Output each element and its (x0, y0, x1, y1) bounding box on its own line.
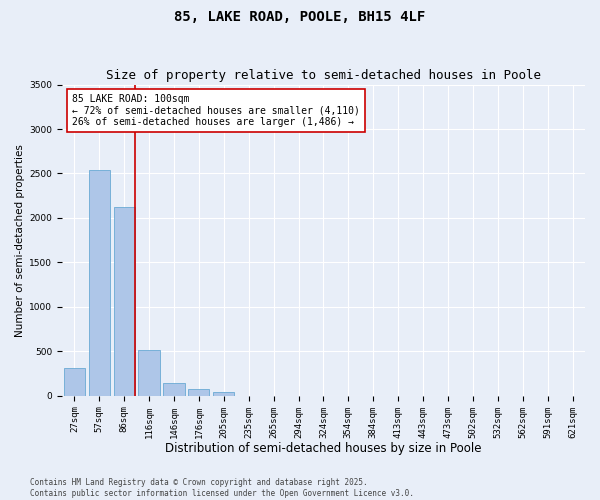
Text: 85, LAKE ROAD, POOLE, BH15 4LF: 85, LAKE ROAD, POOLE, BH15 4LF (175, 10, 425, 24)
X-axis label: Distribution of semi-detached houses by size in Poole: Distribution of semi-detached houses by … (165, 442, 482, 455)
Text: 85 LAKE ROAD: 100sqm
← 72% of semi-detached houses are smaller (4,110)
26% of se: 85 LAKE ROAD: 100sqm ← 72% of semi-detac… (73, 94, 360, 127)
Bar (64, 368, 85, 396)
Bar (188, 389, 209, 396)
Title: Size of property relative to semi-detached houses in Poole: Size of property relative to semi-detach… (106, 69, 541, 82)
Bar (213, 392, 235, 396)
Text: Contains HM Land Registry data © Crown copyright and database right 2025.
Contai: Contains HM Land Registry data © Crown c… (30, 478, 414, 498)
Bar (89, 170, 110, 396)
Bar (139, 350, 160, 396)
Bar (113, 208, 135, 396)
Bar (163, 382, 185, 396)
Y-axis label: Number of semi-detached properties: Number of semi-detached properties (15, 144, 25, 336)
